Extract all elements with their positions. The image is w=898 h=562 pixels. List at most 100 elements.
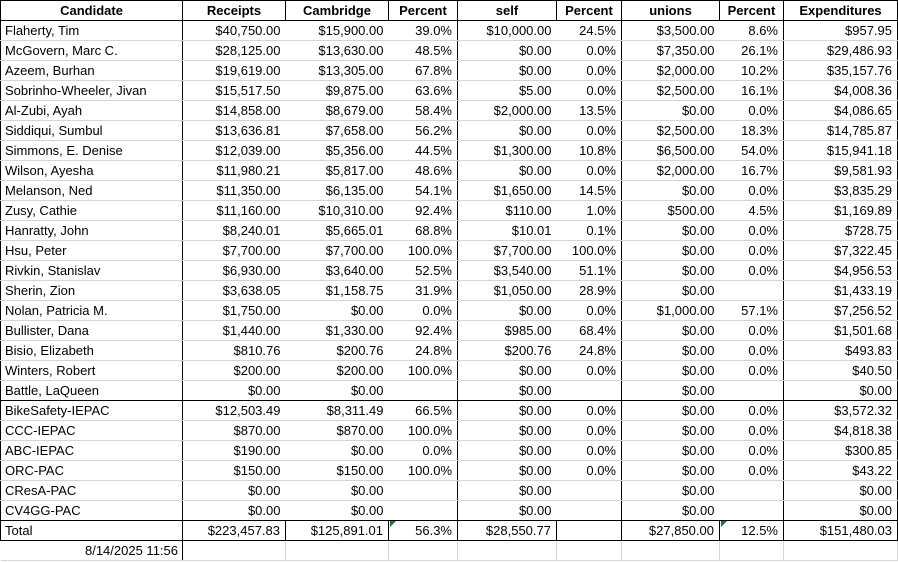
cell-self-percent[interactable] — [556, 500, 622, 521]
cell-expenditures[interactable]: $1,433.19 — [783, 280, 898, 301]
timestamp-cell[interactable]: 8/14/2025 11:56 — [0, 540, 183, 561]
cell-receipts[interactable]: $6,930.00 — [182, 260, 286, 281]
cell-expenditures[interactable]: $957.95 — [783, 20, 898, 41]
cell-expenditures[interactable]: $1,169.89 — [783, 200, 898, 221]
cell-unions-percent[interactable] — [719, 380, 784, 401]
cell-receipts[interactable]: $1,750.00 — [182, 300, 286, 321]
cell-cambridge[interactable]: $870.00 — [285, 420, 389, 441]
cell-cambridge[interactable]: $0.00 — [285, 480, 389, 501]
cell-self[interactable]: $0.00 — [457, 160, 557, 181]
cell-candidate[interactable]: CCC-IEPAC — [0, 420, 183, 441]
cell-receipts[interactable]: $14,858.00 — [182, 100, 286, 121]
cell-total-self[interactable]: $28,550.77 — [457, 520, 557, 541]
cell-candidate[interactable]: Azeem, Burhan — [0, 60, 183, 81]
cell-unions[interactable]: $0.00 — [621, 480, 720, 501]
cell-total-expenditures[interactable]: $151,480.03 — [783, 520, 898, 541]
cell-expenditures[interactable]: $43.22 — [783, 460, 898, 481]
cell-cambridge-percent[interactable]: 44.5% — [388, 140, 458, 161]
cell-unions[interactable]: $0.00 — [621, 260, 720, 281]
cell-candidate[interactable]: ABC-IEPAC — [0, 440, 183, 461]
cell-candidate[interactable]: Bisio, Elizabeth — [0, 340, 183, 361]
cell-expenditures[interactable]: $3,835.29 — [783, 180, 898, 201]
cell-self[interactable]: $0.00 — [457, 400, 557, 421]
cell-candidate[interactable]: Bullister, Dana — [0, 320, 183, 341]
cell-self[interactable]: $0.00 — [457, 380, 557, 401]
cell-receipts[interactable]: $0.00 — [182, 500, 286, 521]
cell-candidate[interactable]: CResA-PAC — [0, 480, 183, 501]
cell-self-percent[interactable]: 14.5% — [556, 180, 622, 201]
cell-unions[interactable]: $6,500.00 — [621, 140, 720, 161]
cell-unions[interactable]: $2,500.00 — [621, 120, 720, 141]
cell-cambridge-percent[interactable]: 0.0% — [388, 300, 458, 321]
cell-cambridge-percent[interactable]: 100.0% — [388, 240, 458, 261]
cell-cambridge-percent[interactable]: 66.5% — [388, 400, 458, 421]
cell-self-percent[interactable]: 0.0% — [556, 400, 622, 421]
cell-candidate[interactable]: McGovern, Marc C. — [0, 40, 183, 61]
cell-unions[interactable]: $0.00 — [621, 360, 720, 381]
cell-cambridge-percent[interactable]: 24.8% — [388, 340, 458, 361]
cell-total-unions-percent[interactable]: 12.5% — [719, 520, 784, 541]
cell-self[interactable]: $0.00 — [457, 120, 557, 141]
cell-unions-percent[interactable]: 0.0% — [719, 180, 784, 201]
cell-unions-percent[interactable]: 10.2% — [719, 60, 784, 81]
cell-self-percent[interactable]: 0.0% — [556, 460, 622, 481]
cell-cambridge-percent[interactable]: 31.9% — [388, 280, 458, 301]
cell-unions[interactable]: $0.00 — [621, 240, 720, 261]
cell-unions-percent[interactable]: 54.0% — [719, 140, 784, 161]
cell-cambridge-percent[interactable]: 48.6% — [388, 160, 458, 181]
cell-receipts[interactable]: $0.00 — [182, 380, 286, 401]
cell-unions[interactable]: $0.00 — [621, 180, 720, 201]
cell-expenditures[interactable]: $4,956.53 — [783, 260, 898, 281]
cell-unions[interactable]: $0.00 — [621, 420, 720, 441]
cell-self[interactable]: $0.00 — [457, 300, 557, 321]
cell-self[interactable]: $0.00 — [457, 60, 557, 81]
cell-candidate[interactable]: Zusy, Cathie — [0, 200, 183, 221]
cell-cambridge-percent[interactable]: 68.8% — [388, 220, 458, 241]
cell-unions[interactable]: $0.00 — [621, 100, 720, 121]
cell-cambridge[interactable]: $150.00 — [285, 460, 389, 481]
cell-self-percent[interactable]: 0.1% — [556, 220, 622, 241]
cell-unions[interactable]: $3,500.00 — [621, 20, 720, 41]
cell-candidate[interactable]: ORC-PAC — [0, 460, 183, 481]
cell-total-label[interactable]: Total — [0, 520, 183, 541]
cell-receipts[interactable]: $190.00 — [182, 440, 286, 461]
cell-self[interactable]: $985.00 — [457, 320, 557, 341]
header-unions[interactable]: unions — [621, 0, 720, 21]
cell-self[interactable]: $0.00 — [457, 40, 557, 61]
header-self-percent[interactable]: Percent — [556, 0, 622, 21]
cell-self-percent[interactable]: 0.0% — [556, 420, 622, 441]
cell-unions-percent[interactable]: 0.0% — [719, 420, 784, 441]
empty-cell[interactable] — [285, 540, 389, 561]
cell-candidate[interactable]: Battle, LaQueen — [0, 380, 183, 401]
cell-unions[interactable]: $0.00 — [621, 460, 720, 481]
header-cambridge[interactable]: Cambridge — [285, 0, 389, 21]
cell-unions-percent[interactable]: 0.0% — [719, 360, 784, 381]
cell-unions-percent[interactable]: 18.3% — [719, 120, 784, 141]
cell-receipts[interactable]: $12,503.49 — [182, 400, 286, 421]
cell-unions-percent[interactable]: 0.0% — [719, 440, 784, 461]
cell-self[interactable]: $10,000.00 — [457, 20, 557, 41]
cell-expenditures[interactable]: $4,818.38 — [783, 420, 898, 441]
cell-cambridge[interactable]: $5,356.00 — [285, 140, 389, 161]
cell-receipts[interactable]: $19,619.00 — [182, 60, 286, 81]
cell-unions-percent[interactable]: 0.0% — [719, 320, 784, 341]
cell-total-unions[interactable]: $27,850.00 — [621, 520, 720, 541]
cell-self-percent[interactable]: 24.5% — [556, 20, 622, 41]
cell-self-percent[interactable]: 13.5% — [556, 100, 622, 121]
cell-self-percent[interactable]: 1.0% — [556, 200, 622, 221]
cell-self-percent[interactable]: 0.0% — [556, 360, 622, 381]
cell-unions[interactable]: $0.00 — [621, 380, 720, 401]
cell-receipts[interactable]: $11,980.21 — [182, 160, 286, 181]
cell-unions[interactable]: $0.00 — [621, 400, 720, 421]
cell-unions-percent[interactable]: 16.1% — [719, 80, 784, 101]
cell-cambridge-percent[interactable]: 67.8% — [388, 60, 458, 81]
cell-receipts[interactable]: $8,240.01 — [182, 220, 286, 241]
cell-receipts[interactable]: $13,636.81 — [182, 120, 286, 141]
cell-self-percent[interactable]: 0.0% — [556, 160, 622, 181]
empty-cell[interactable] — [182, 540, 286, 561]
cell-cambridge-percent[interactable]: 58.4% — [388, 100, 458, 121]
cell-candidate[interactable]: Nolan, Patricia M. — [0, 300, 183, 321]
cell-candidate[interactable]: Sherin, Zion — [0, 280, 183, 301]
cell-expenditures[interactable]: $14,785.87 — [783, 120, 898, 141]
cell-candidate[interactable]: Al-Zubi, Ayah — [0, 100, 183, 121]
